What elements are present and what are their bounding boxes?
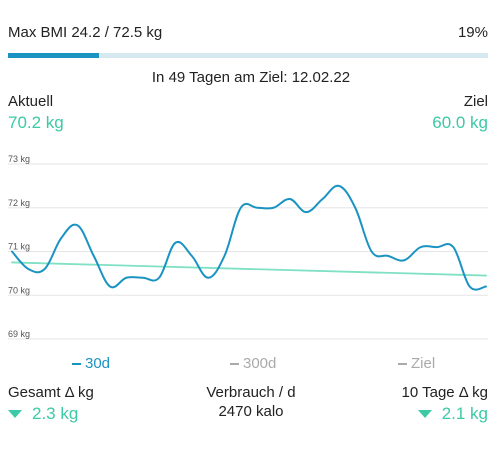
y-tick-label: 73 kg [8, 154, 30, 164]
bmi-label: Max BMI 24.2 / 72.5 kg [8, 24, 163, 41]
usage-label: Verbrauch / d [206, 384, 296, 401]
target-weight-label: Ziel [463, 93, 488, 110]
legend-30d-label: 30d [85, 355, 111, 372]
y-tick-label: 72 kg [8, 198, 30, 208]
progress-bar [8, 53, 488, 58]
current-weight-label: Aktuell [8, 93, 54, 110]
current-weight-value: 70.2 kg [8, 113, 64, 132]
target-weight-value: 60.0 kg [432, 113, 488, 132]
ten-day-delta-text: 2.1 kg [441, 404, 488, 423]
legend-ziel-swatch [398, 362, 407, 365]
legend-300d-swatch [230, 362, 239, 365]
down-arrow-icon [417, 410, 432, 418]
chart-series [11, 184, 487, 291]
usage-value: 2470 kalo [218, 403, 284, 420]
goal-date-text: In 49 Tagen am Ziel: 12.02.22 [151, 69, 351, 86]
total-delta-value: 2.3 kg [8, 404, 78, 424]
y-tick-label: 69 kg [8, 329, 30, 339]
ten-day-delta-value: 2.1 kg [417, 404, 488, 424]
progress-percent: 19% [457, 24, 488, 41]
y-tick-label: 71 kg [8, 242, 30, 252]
ten-day-delta-label: 10 Tage Δ kg [401, 384, 488, 401]
chart-gridlines [8, 163, 488, 340]
legend-30d[interactable]: 30d [72, 355, 110, 372]
series-line-30d [11, 184, 487, 291]
total-delta-text: 2.3 kg [32, 404, 79, 423]
down-arrow-icon [8, 410, 22, 418]
legend-300d-label: 300d [243, 355, 277, 372]
legend-300d[interactable]: 300d [230, 355, 276, 372]
legend-ziel-label: Ziel [411, 355, 436, 372]
progress-bar-fill [8, 53, 100, 58]
weight-chart: 73 kg 72 kg 71 kg 70 kg 69 kg [8, 154, 488, 340]
y-tick-label: 70 kg [8, 285, 30, 295]
legend-ziel[interactable]: Ziel [398, 355, 435, 372]
chart-y-ticks: 73 kg 72 kg 71 kg 70 kg 69 kg [8, 154, 30, 339]
legend-30d-swatch [72, 362, 81, 365]
total-delta-label: Gesamt Δ kg [8, 384, 94, 401]
series-line-trend [11, 261, 487, 277]
